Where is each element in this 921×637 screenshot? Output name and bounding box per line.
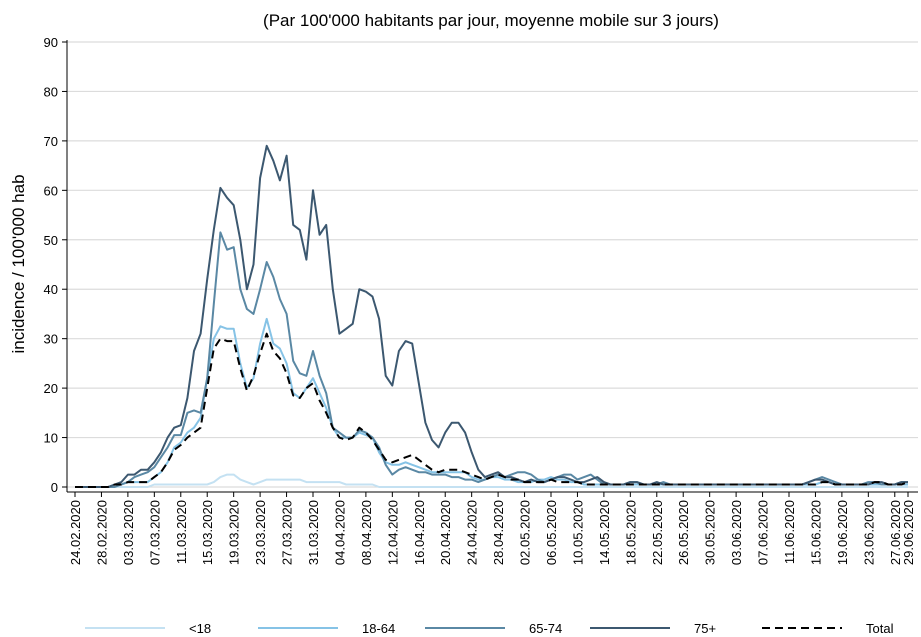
x-tick-label: 11.03.2020 <box>174 500 189 564</box>
x-tick-label: 24.02.2020 <box>68 500 83 565</box>
y-tick-label: 70 <box>44 134 58 149</box>
x-tick-label: 16.04.2020 <box>412 500 427 565</box>
x-tick-label: 04.04.2020 <box>332 500 347 565</box>
y-tick-label: 50 <box>44 233 58 248</box>
y-tick-label: 30 <box>44 332 58 347</box>
x-tick-label: 23.06.2020 <box>861 500 876 565</box>
series-line <box>75 231 908 488</box>
x-tick-label: 30.05.2020 <box>703 500 718 565</box>
x-tick-label: 07.06.2020 <box>756 500 771 565</box>
x-tick-label: 03.03.2020 <box>121 500 136 565</box>
x-tick-label: 19.06.2020 <box>835 500 850 565</box>
y-tick-label: 60 <box>44 183 58 198</box>
x-tick-label: 23.03.2020 <box>253 500 268 565</box>
legend-label: <18 <box>189 621 211 636</box>
legend-label: 75+ <box>694 621 716 636</box>
y-tick-label: 90 <box>44 35 58 50</box>
x-tick-label: 15.03.2020 <box>200 500 215 565</box>
x-tick-label: 14.05.2020 <box>597 500 612 565</box>
chart-title: (Par 100'000 habitants par jour, moyenne… <box>263 11 719 30</box>
x-tick-label: 02.05.2020 <box>518 500 533 565</box>
x-tick-label: 10.05.2020 <box>570 500 585 565</box>
legend-label: 65-74 <box>529 621 562 636</box>
series-line <box>75 473 908 488</box>
x-tick-label: 22.05.2020 <box>650 500 665 565</box>
x-tick-label: 19.03.2020 <box>227 500 242 565</box>
x-tick-label: 07.03.2020 <box>147 500 162 565</box>
x-tick-label: 28.02.2020 <box>94 500 109 565</box>
y-tick-label: 80 <box>44 84 58 99</box>
x-tick-label: 03.06.2020 <box>729 500 744 565</box>
x-tick-label: 31.03.2020 <box>306 500 321 565</box>
y-tick-label: 40 <box>44 282 58 297</box>
x-tick-label: 28.04.2020 <box>491 500 506 565</box>
x-tick-label: 11.06.2020 <box>782 500 797 564</box>
y-tick-label: 0 <box>51 480 58 495</box>
series-line <box>75 317 908 488</box>
series-line <box>75 144 908 488</box>
y-tick-label: 10 <box>44 431 58 446</box>
x-tick-label: 15.06.2020 <box>808 500 823 565</box>
y-tick-label: 20 <box>44 381 58 396</box>
y-axis-label: incidence / 100'000 hab <box>9 174 28 353</box>
x-tick-label: 26.05.2020 <box>676 500 691 565</box>
x-tick-label: 12.04.2020 <box>385 500 400 565</box>
legend-label: Total <box>866 621 894 636</box>
x-tick-label: 06.05.2020 <box>544 500 559 565</box>
x-tick-label: 24.04.2020 <box>465 500 480 565</box>
series-line <box>75 332 909 488</box>
x-tick-label: 08.04.2020 <box>359 500 374 565</box>
legend-label: 18-64 <box>362 621 395 636</box>
x-tick-label: 29.06.2020 <box>901 500 916 565</box>
x-tick-label: 18.05.2020 <box>623 500 638 565</box>
x-tick-label: 27.06.2020 <box>888 500 903 565</box>
x-tick-label: 20.04.2020 <box>438 500 453 565</box>
x-tick-label: 27.03.2020 <box>280 500 295 565</box>
